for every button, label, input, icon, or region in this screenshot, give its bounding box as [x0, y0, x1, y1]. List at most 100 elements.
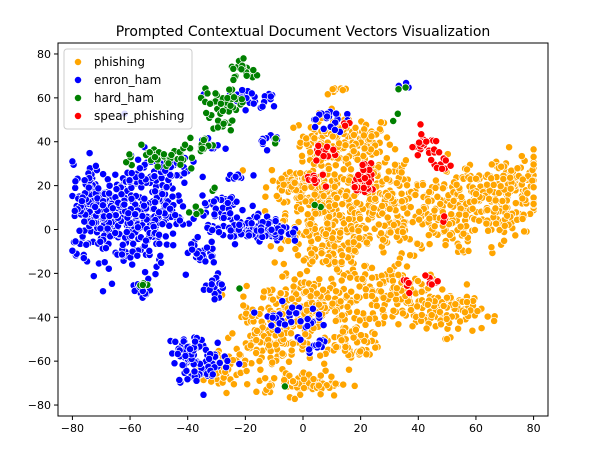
x-axis: −80 −60 −40 −20 0 20 40 60 80: [61, 416, 541, 435]
point-phishing: [430, 222, 439, 231]
point-enron_ham: [89, 272, 98, 281]
point-phishing: [252, 349, 261, 357]
point-phishing: [523, 189, 532, 198]
point-hard_ham: [229, 64, 238, 73]
point-enron_ham: [223, 356, 232, 365]
point-phishing: [310, 190, 319, 199]
point-phishing: [261, 192, 270, 201]
point-hard_ham: [226, 101, 235, 110]
point-enron_ham: [217, 280, 226, 289]
point-phishing: [452, 180, 461, 189]
point-phishing: [491, 204, 500, 213]
point-enron_ham: [215, 358, 224, 367]
x-tick-label: 60: [469, 422, 483, 435]
point-enron_ham: [170, 359, 179, 368]
point-phishing: [328, 132, 337, 141]
point-phishing: [430, 206, 439, 215]
point-spear_phishing: [432, 137, 441, 146]
point-phishing: [262, 183, 271, 192]
point-enron_ham: [105, 189, 114, 198]
point-phishing: [386, 228, 395, 237]
point-phishing: [338, 327, 347, 336]
point-phishing: [336, 297, 345, 306]
point-phishing: [490, 316, 499, 325]
point-phishing: [323, 219, 332, 228]
point-spear_phishing: [329, 145, 338, 154]
point-phishing: [252, 387, 261, 396]
point-enron_ham: [173, 349, 182, 358]
point-phishing: [369, 204, 378, 213]
point-enron_ham: [151, 198, 159, 207]
point-phishing: [368, 291, 376, 300]
point-phishing: [347, 287, 356, 296]
y-tick-label: −40: [28, 311, 51, 324]
point-phishing: [484, 226, 493, 235]
point-phishing: [495, 226, 504, 234]
point-phishing: [424, 197, 433, 206]
point-enron_ham: [169, 229, 177, 238]
point-enron_ham: [296, 335, 305, 344]
point-phishing: [470, 197, 479, 206]
point-phishing: [296, 193, 305, 201]
point-enron_ham: [99, 170, 108, 179]
point-phishing: [349, 131, 358, 139]
point-enron_ham: [155, 208, 163, 217]
point-hard_ham: [229, 75, 238, 84]
point-enron_ham: [158, 220, 167, 229]
point-enron_ham: [71, 177, 80, 186]
point-phishing: [289, 377, 297, 386]
point-phishing: [343, 302, 352, 311]
point-phishing: [235, 350, 244, 359]
point-hard_ham: [164, 159, 173, 168]
point-phishing: [398, 309, 407, 318]
point-phishing: [269, 176, 277, 185]
point-phishing: [270, 374, 279, 383]
point-hard_ham: [145, 148, 154, 157]
point-phishing: [289, 123, 298, 132]
point-phishing: [265, 381, 274, 390]
point-phishing: [506, 173, 515, 182]
point-phishing: [330, 182, 339, 191]
point-enron_ham: [180, 178, 189, 187]
point-hard_ham: [226, 126, 235, 135]
point-phishing: [360, 337, 369, 345]
point-phishing: [385, 266, 394, 275]
point-phishing: [529, 183, 538, 192]
point-phishing: [346, 273, 355, 282]
point-enron_ham: [155, 239, 164, 248]
point-enron_ham: [181, 270, 190, 279]
point-enron_ham: [193, 233, 202, 242]
point-enron_ham: [222, 363, 231, 372]
point-phishing: [331, 161, 340, 170]
point-phishing: [325, 212, 334, 221]
point-enron_ham: [311, 115, 320, 124]
point-enron_ham: [141, 268, 150, 277]
point-phishing: [501, 203, 510, 212]
point-enron_ham: [268, 313, 277, 322]
point-enron_ham: [137, 171, 146, 180]
point-phishing: [503, 211, 512, 220]
point-phishing: [331, 307, 340, 316]
point-phishing: [483, 312, 492, 321]
point-phishing: [518, 194, 527, 203]
point-enron_ham: [311, 123, 320, 131]
point-phishing: [370, 329, 379, 338]
point-enron_ham: [210, 210, 219, 219]
point-phishing: [284, 236, 293, 245]
point-enron_ham: [131, 210, 140, 219]
point-phishing: [455, 210, 464, 219]
point-enron_ham: [323, 112, 332, 121]
point-enron_ham: [258, 102, 267, 111]
point-hard_ham: [199, 136, 208, 145]
point-phishing: [242, 282, 251, 290]
point-phishing: [350, 381, 359, 390]
point-phishing: [394, 270, 403, 279]
point-phishing: [337, 258, 346, 267]
point-spear_phishing: [446, 161, 455, 170]
point-phishing: [349, 333, 358, 342]
point-phishing: [423, 300, 432, 309]
x-tick-label: 0: [300, 422, 307, 435]
point-phishing: [386, 291, 395, 300]
point-hard_ham: [125, 150, 134, 159]
point-enron_ham: [140, 201, 148, 210]
